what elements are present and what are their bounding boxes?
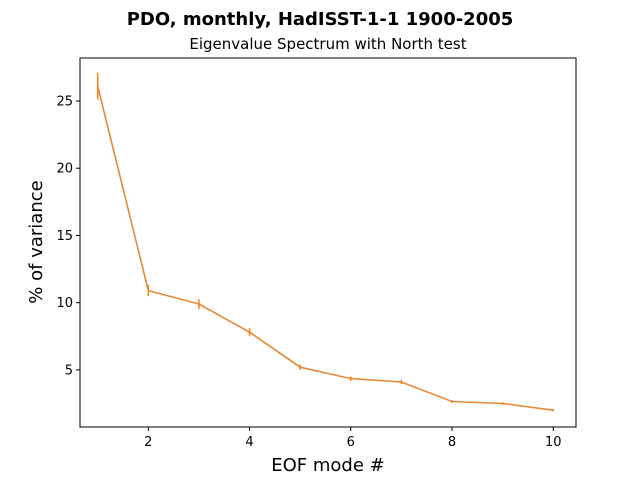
y-tick-label: 10 bbox=[56, 296, 73, 311]
data-point bbox=[451, 400, 453, 403]
data-point bbox=[96, 85, 99, 88]
data-point bbox=[349, 377, 352, 380]
series-line bbox=[96, 86, 554, 411]
x-tick-label: 4 bbox=[245, 435, 253, 450]
plot-area bbox=[79, 57, 577, 428]
y-axis-label: % of variance bbox=[26, 180, 47, 303]
data-point bbox=[147, 289, 150, 292]
data-point bbox=[400, 381, 403, 383]
chart-subtitle: Eigenvalue Spectrum with North test bbox=[189, 35, 466, 53]
data-point bbox=[299, 366, 302, 369]
data-point bbox=[552, 409, 555, 412]
x-tick-label: 8 bbox=[448, 435, 456, 450]
x-axis-label: EOF mode # bbox=[271, 455, 384, 476]
y-tick-label: 15 bbox=[56, 229, 73, 244]
data-point bbox=[501, 402, 504, 405]
x-axis: 2 4 6 8 10 bbox=[144, 427, 561, 450]
data-point bbox=[198, 303, 200, 305]
x-tick-label: 10 bbox=[545, 435, 562, 450]
chart-title: PDO, monthly, HadISST-1-1 1900-2005 bbox=[127, 9, 514, 30]
y-tick-label: 20 bbox=[56, 162, 73, 177]
y-tick-label: 5 bbox=[65, 363, 73, 378]
data-point bbox=[248, 331, 251, 334]
x-tick-label: 6 bbox=[347, 435, 355, 450]
y-tick-label: 25 bbox=[56, 95, 73, 110]
x-tick-label: 2 bbox=[144, 435, 152, 450]
series-layer bbox=[96, 72, 555, 412]
y-axis: 5 10 15 20 25 bbox=[56, 95, 80, 378]
